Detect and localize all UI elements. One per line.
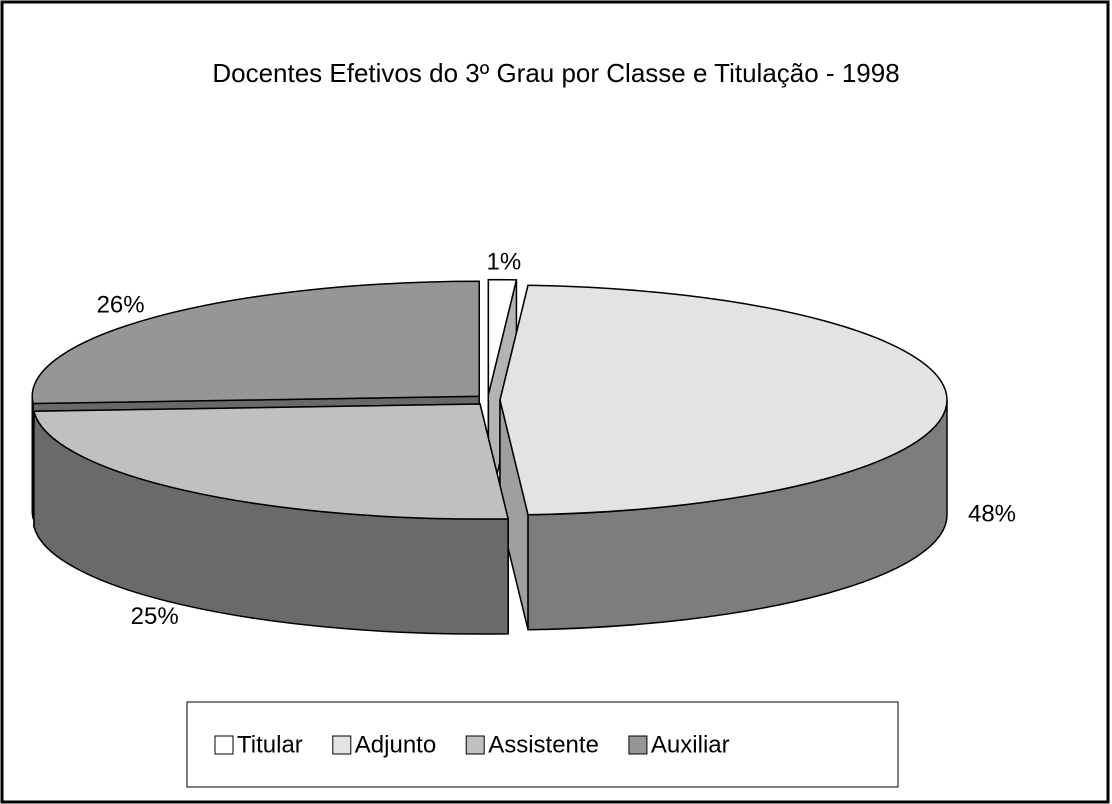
data-label: 25% xyxy=(131,603,179,630)
legend-box xyxy=(186,701,899,788)
legend-label: Titular xyxy=(237,731,303,758)
data-label: 26% xyxy=(97,292,145,319)
pie-slice xyxy=(499,284,948,516)
legend-swatch xyxy=(465,735,485,755)
slice-side xyxy=(31,396,34,519)
legend-swatch xyxy=(214,735,234,755)
data-label: 48% xyxy=(968,500,1016,527)
legend-swatch xyxy=(628,735,648,755)
pie-slice xyxy=(31,280,481,405)
pie-slice xyxy=(487,278,518,395)
chart-title: Docentes Efetivos do 3º Grau por Classe … xyxy=(212,58,899,88)
legend-label: Assistente xyxy=(488,731,599,758)
legend-label: Adjunto xyxy=(355,731,436,758)
legend-swatch xyxy=(332,735,352,755)
legend-label: Auxiliar xyxy=(651,731,730,758)
data-label: 1% xyxy=(486,248,521,275)
pie-slice xyxy=(32,403,510,520)
